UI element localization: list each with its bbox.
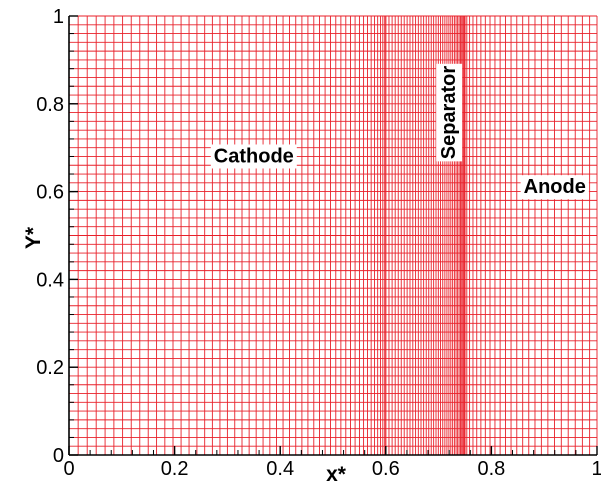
svg-text:Anode: Anode bbox=[524, 176, 586, 198]
svg-text:Separator: Separator bbox=[438, 66, 460, 160]
tick-labels: 0 0.2 0.4 0.6 0.8 1 0 0.2 0.4 0.6 0.8 1 bbox=[36, 6, 601, 480]
y-tick-label: 0 bbox=[53, 445, 64, 467]
region-label-separator: Separator bbox=[436, 63, 463, 162]
region-label-background bbox=[210, 144, 297, 169]
y-tick-label: 0.2 bbox=[36, 357, 64, 379]
region-label-background bbox=[436, 63, 463, 162]
region-label-cathode: Cathode bbox=[210, 144, 297, 169]
y-axis-title: Y* bbox=[22, 226, 45, 249]
x-tick-label: 0.4 bbox=[266, 458, 294, 480]
y-tick-label: 1 bbox=[53, 6, 64, 28]
x-tick-label: 0.6 bbox=[372, 458, 400, 480]
tick-marks bbox=[68, 15, 598, 456]
region-label-background bbox=[520, 175, 589, 200]
x-tick-label: 0 bbox=[63, 458, 74, 480]
x-tick-label: 1 bbox=[591, 458, 601, 480]
axes bbox=[68, 16, 597, 456]
x-tick-label: 0.2 bbox=[161, 458, 189, 480]
y-tick-label: 0.4 bbox=[36, 269, 64, 291]
y-tick-label: 0.6 bbox=[36, 182, 64, 204]
mesh-grid-lines bbox=[68, 15, 598, 456]
svg-text:Cathode: Cathode bbox=[214, 145, 294, 167]
x-axis-title: x* bbox=[326, 463, 347, 486]
region-labels: Cathode Separator Anode bbox=[210, 63, 589, 200]
x-tick-label: 0.8 bbox=[477, 458, 505, 480]
region-label-anode: Anode bbox=[520, 175, 589, 200]
y-tick-label: 0.8 bbox=[36, 94, 64, 116]
